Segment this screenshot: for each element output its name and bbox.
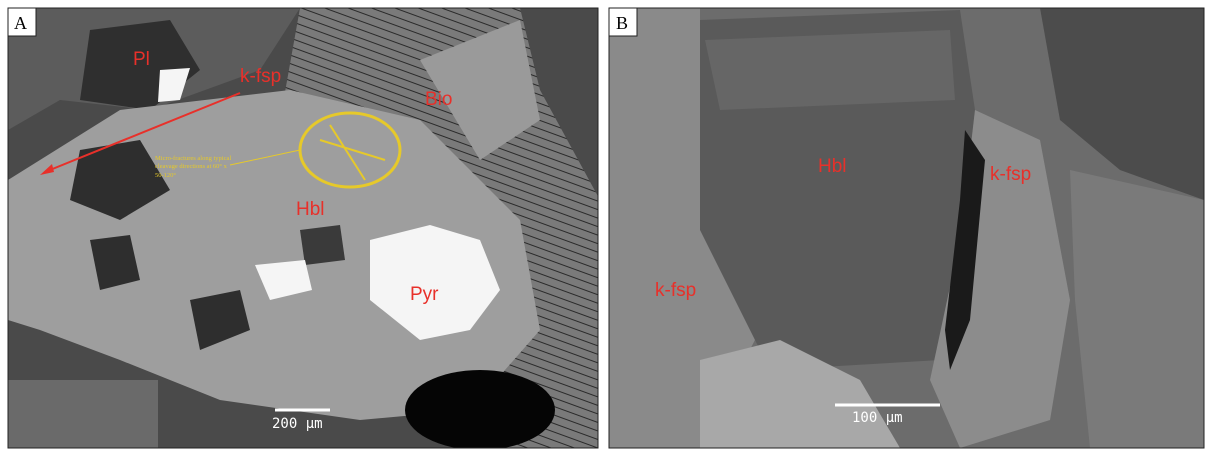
mineral-label: Pl: [133, 49, 150, 70]
mineral-label: Pyr: [410, 284, 439, 305]
panel-letter: B: [616, 13, 628, 33]
annotation: Micro-fractures along typical cleavage d…: [155, 155, 235, 205]
scale-bar-label: 200 μm: [272, 416, 323, 432]
mineral-label: Hbl: [296, 199, 325, 220]
panel-letter: A: [14, 13, 27, 33]
scale-bar-label: 100 μm: [852, 410, 903, 426]
mineral-label: Hbl: [818, 156, 847, 177]
mineral-label: Bio: [425, 89, 452, 110]
panel-b: Hbl k-fsp k-fsp 100 μm: [609, 8, 1204, 448]
figure: Pl k-fsp Bio Hbl Pyr Micro-fractures alo…: [0, 0, 1206, 450]
mineral-label: k-fsp: [240, 66, 281, 87]
annotation-text: Micro-fractures along typical cleavage d…: [155, 155, 235, 180]
panel-a: Pl k-fsp Bio Hbl Pyr Micro-fractures alo…: [8, 8, 600, 450]
mineral-label: k-fsp: [990, 164, 1031, 185]
mineral-label: k-fsp: [655, 280, 696, 301]
